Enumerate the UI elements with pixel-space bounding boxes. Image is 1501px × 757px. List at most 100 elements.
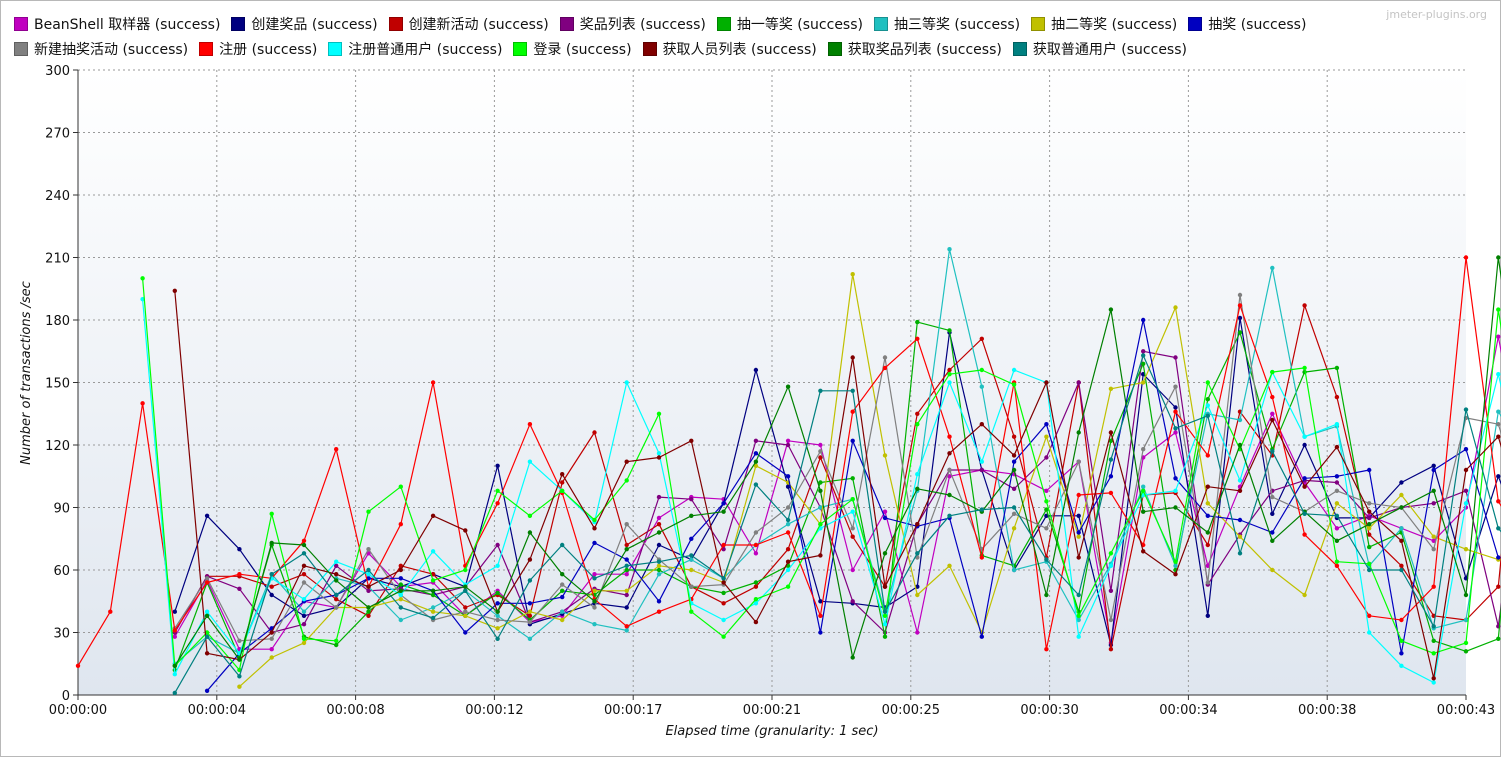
data-point [237,572,242,577]
data-point [753,459,759,464]
data-point [1399,492,1404,498]
data-point [1011,367,1017,373]
data-point [301,551,307,556]
data-point [527,619,533,625]
data-point [947,380,952,385]
data-point [979,467,984,473]
data-point [1463,501,1469,506]
data-point [818,522,823,527]
data-point [1367,467,1372,473]
data-point [1173,384,1178,389]
legend-label: 抽三等奖 (success) [893,16,1021,33]
data-point [560,582,565,587]
data-point [1011,511,1017,516]
data-point [1173,405,1178,410]
data-point [1270,449,1275,454]
data-point [398,605,403,610]
data-point [527,613,533,618]
data-point [430,549,436,554]
data-point [1302,476,1307,481]
data-point [1334,394,1340,400]
data-point [689,609,694,614]
data-point [398,484,403,489]
data-point [818,630,823,635]
data-point [1044,422,1049,427]
data-point [624,628,629,633]
data-point [237,657,242,662]
data-point [624,478,629,483]
data-point [1108,307,1114,312]
data-point [592,622,597,627]
legend-swatch [1012,41,1027,56]
legend-label: 抽二等奖 (success) [1051,16,1178,33]
data-point [1367,522,1372,527]
y-tick-label: 240 [45,189,70,204]
data-point [1367,567,1372,573]
data-point [1496,372,1501,377]
data-point [592,430,597,435]
legend-item: BeanShell 取样器 (success) [14,14,220,34]
data-point [1334,526,1340,531]
data-point [1011,567,1017,573]
data-point [301,563,307,568]
data-point [818,488,823,493]
data-point [656,567,662,573]
x-tick-label: 00:00:21 [743,703,801,718]
data-point [882,584,888,589]
data-point [1334,559,1340,564]
data-point [1367,526,1372,531]
data-point [1205,484,1211,489]
data-point [753,619,759,625]
legend-item: 奖品列表 (success) [559,14,706,34]
data-point [430,615,436,621]
data-point [979,367,984,373]
data-point [1141,349,1146,354]
data-point [237,684,242,689]
data-point [1108,386,1114,391]
data-point [1173,488,1178,493]
data-point [1431,547,1436,552]
data-point [915,592,920,598]
legend-swatch [14,41,28,56]
data-point [721,547,726,552]
data-point [592,540,597,546]
data-point [882,515,888,521]
data-point [527,459,533,464]
legend-item: 抽二等奖 (success) [1031,14,1177,34]
data-point [1270,394,1275,400]
data-point [1237,330,1243,335]
data-point [398,582,403,587]
data-point [1463,649,1469,654]
data-point [1496,255,1501,260]
legend-label: 注册 (success) [219,41,318,58]
data-point [1044,592,1049,598]
data-point [269,572,274,577]
data-point [1205,530,1211,535]
data-point [237,638,242,643]
data-point [915,522,920,527]
data-point [1270,494,1275,500]
data-point [753,580,759,585]
data-point [1302,365,1307,371]
data-point [237,586,242,591]
data-point [1496,434,1501,439]
data-point [947,563,952,568]
data-point [301,622,307,627]
data-point [1141,484,1146,489]
data-point [463,588,468,593]
legend-swatch [1188,16,1203,31]
series-layer [75,247,1501,696]
data-point [204,580,210,585]
legend-swatch [388,16,403,31]
axes [73,69,1467,700]
x-tick-label: 00:00:38 [1298,703,1356,718]
data-point [1108,647,1114,652]
data-point [979,422,984,427]
data-point [915,336,920,341]
series-line [174,256,1501,667]
data-point [947,372,952,377]
series-line [77,256,1501,667]
data-point [430,380,436,385]
data-point [204,613,210,618]
legend-swatch [199,41,214,56]
